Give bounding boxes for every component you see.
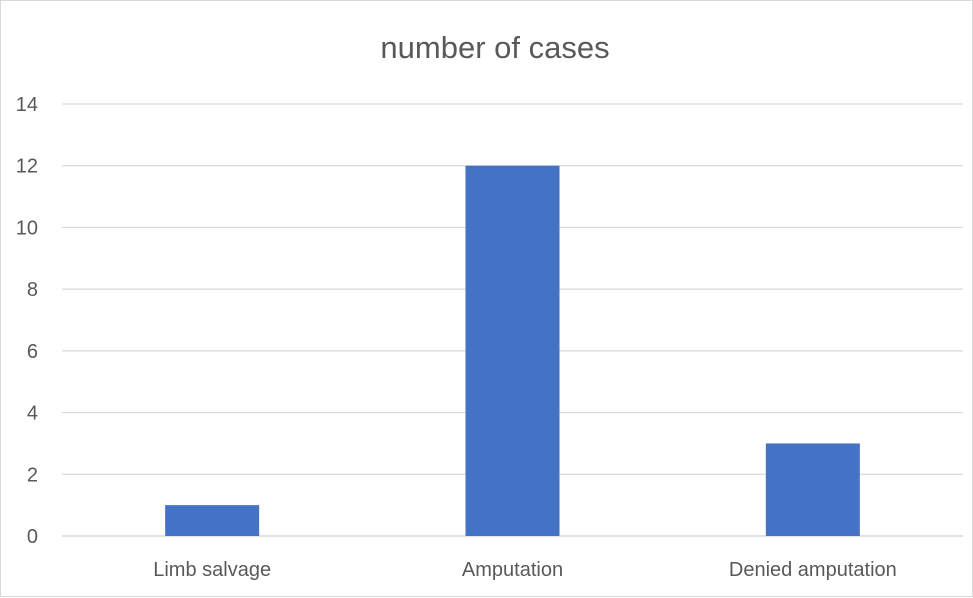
bar-denied-amputation (765, 443, 860, 536)
y-tick-label: 10 (16, 217, 38, 239)
y-tick-label: 0 (27, 526, 38, 548)
chart-title: number of cases (380, 30, 609, 65)
y-tick-label: 12 (16, 156, 38, 178)
x-axis-labels: Limb salvage Amputation Denied amputation (153, 559, 897, 581)
bars (165, 165, 860, 536)
x-category-label: Denied amputation (729, 559, 897, 581)
bar-limb-salvage (165, 505, 260, 536)
y-tick-label: 8 (27, 279, 38, 301)
y-tick-label: 2 (27, 464, 38, 486)
y-axis-ticks: 0 2 4 6 8 10 12 14 (16, 94, 38, 548)
bar-amputation (465, 165, 560, 536)
x-category-label: Limb salvage (153, 559, 271, 581)
y-tick-label: 4 (27, 403, 38, 425)
y-tick-label: 6 (27, 341, 38, 363)
y-tick-label: 14 (16, 94, 38, 116)
x-category-label: Amputation (462, 559, 563, 581)
